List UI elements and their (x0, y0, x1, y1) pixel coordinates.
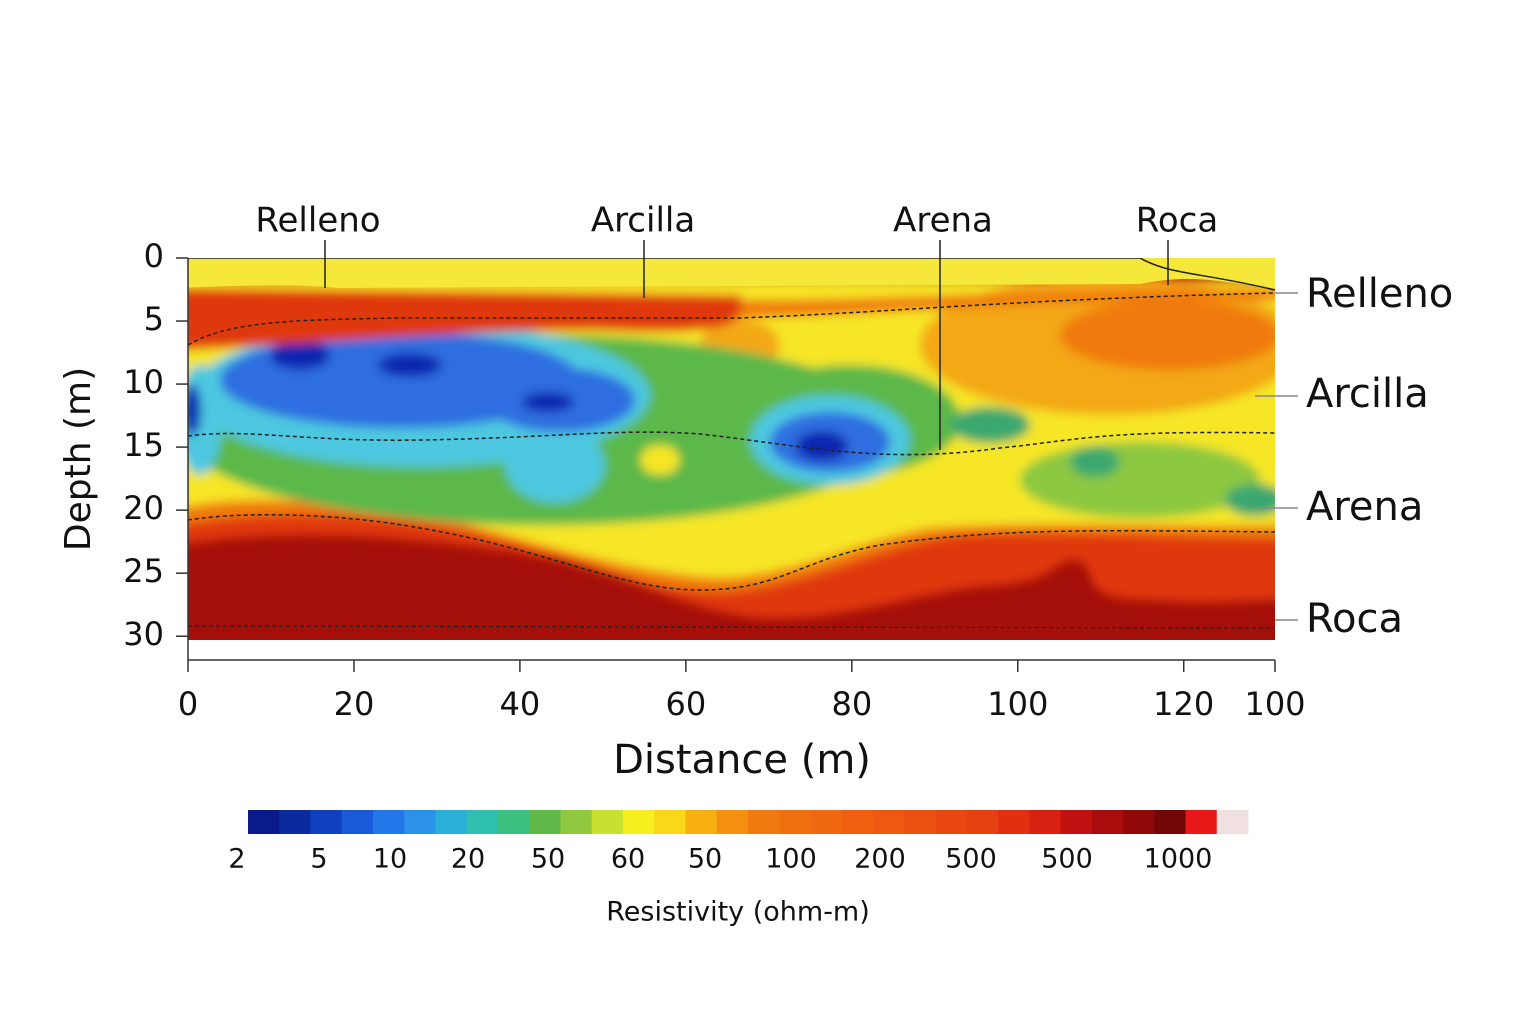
layer-label: Arcilla (1306, 371, 1429, 417)
top-label: Arcilla (591, 201, 695, 241)
x-tick-label: 100 (1244, 685, 1305, 723)
y-tick-label: 30 (123, 615, 164, 653)
colorbar-segment (560, 810, 593, 834)
x-tick-label: 120 (1153, 685, 1214, 723)
x-tick-label: 60 (666, 685, 707, 723)
leader-lines (324, 240, 1169, 450)
y-tick-label: 10 (123, 363, 164, 401)
colorbar-segment (685, 810, 718, 834)
colorbar-segment (1154, 810, 1186, 834)
colorbar-tick-label: 5 (310, 844, 327, 875)
colorbar-segment (904, 810, 936, 834)
colorbar-tick-label: 1000 (1144, 844, 1213, 875)
colorbar-segment (466, 810, 499, 834)
colorbar-segment (935, 810, 968, 834)
colorbar-segment (1060, 810, 1093, 834)
y-tick-label: 20 (123, 489, 164, 527)
colorbar-segment (623, 810, 655, 834)
colorbar-segment (373, 810, 405, 834)
colorbar-segment (779, 810, 811, 834)
x-tick-label: 100 (987, 685, 1048, 723)
colorbar-tick-label: 50 (531, 844, 565, 875)
colorbar-tick-label: 500 (945, 844, 997, 875)
y-tick-label: 15 (123, 426, 164, 464)
axes (187, 258, 1275, 661)
top-label: Arena (893, 201, 993, 241)
colorbar-segment (435, 810, 468, 834)
colorbar-tick-label: 500 (1041, 844, 1093, 875)
colorbar-segment (341, 810, 374, 834)
colorbar-tick-label: 2 (228, 844, 245, 875)
colorbar-tick-label: 60 (611, 844, 645, 875)
colorbar-segment (310, 810, 343, 834)
x-axis-title: Distance (m) (613, 737, 871, 783)
colorbar-segment (498, 810, 530, 834)
colorbar-segment (998, 810, 1030, 834)
top-label: Roca (1136, 201, 1218, 241)
colorbar-tick-label: 50 (688, 844, 722, 875)
colorbar-segment (716, 810, 749, 834)
x-tick-label: 0 (178, 685, 198, 723)
layer-label: Arena (1306, 484, 1423, 530)
y-axis-title: Depth (m) (58, 367, 99, 551)
layer-leaders (1255, 292, 1298, 621)
top-label: Relleno (255, 201, 380, 241)
colorbar-segment (248, 810, 280, 834)
layer-label: Relleno (1306, 271, 1453, 317)
colorbar-segment (591, 810, 624, 834)
x-tick-label: 20 (334, 685, 375, 723)
layer-label: Roca (1306, 596, 1403, 642)
y-tick-label: 0 (144, 237, 164, 275)
colorbar-title: Resistivity (ohm-m) (606, 897, 870, 928)
colorbar-segment (748, 810, 780, 834)
colorbar-tick-label: 20 (451, 844, 485, 875)
colorbar-segment (654, 810, 686, 834)
resistivity-field (188, 258, 1275, 640)
colorbar-segment (529, 810, 561, 834)
colorbar-segment (1185, 810, 1218, 834)
colorbar-segment (404, 810, 436, 834)
colorbar-segment (1123, 810, 1155, 834)
y-tick-label: 5 (144, 300, 164, 338)
colorbar-segment (1091, 810, 1124, 834)
colorbar-segment (841, 810, 874, 834)
colorbar-segment (966, 810, 999, 834)
colorbar-segment (873, 810, 905, 834)
x-tick-label: 40 (500, 685, 541, 723)
colorbar-tick-label: 10 (373, 844, 407, 875)
colorbar-tick-label: 100 (765, 844, 817, 875)
colorbar-segment (279, 810, 311, 834)
colorbar-segment (810, 810, 843, 834)
x-tick-label: 80 (831, 685, 872, 723)
colorbar-segment (1216, 810, 1249, 834)
colorbar-segment (1029, 810, 1061, 834)
y-tick-label: 25 (123, 552, 164, 590)
colorbar-tick-label: 200 (854, 844, 906, 875)
